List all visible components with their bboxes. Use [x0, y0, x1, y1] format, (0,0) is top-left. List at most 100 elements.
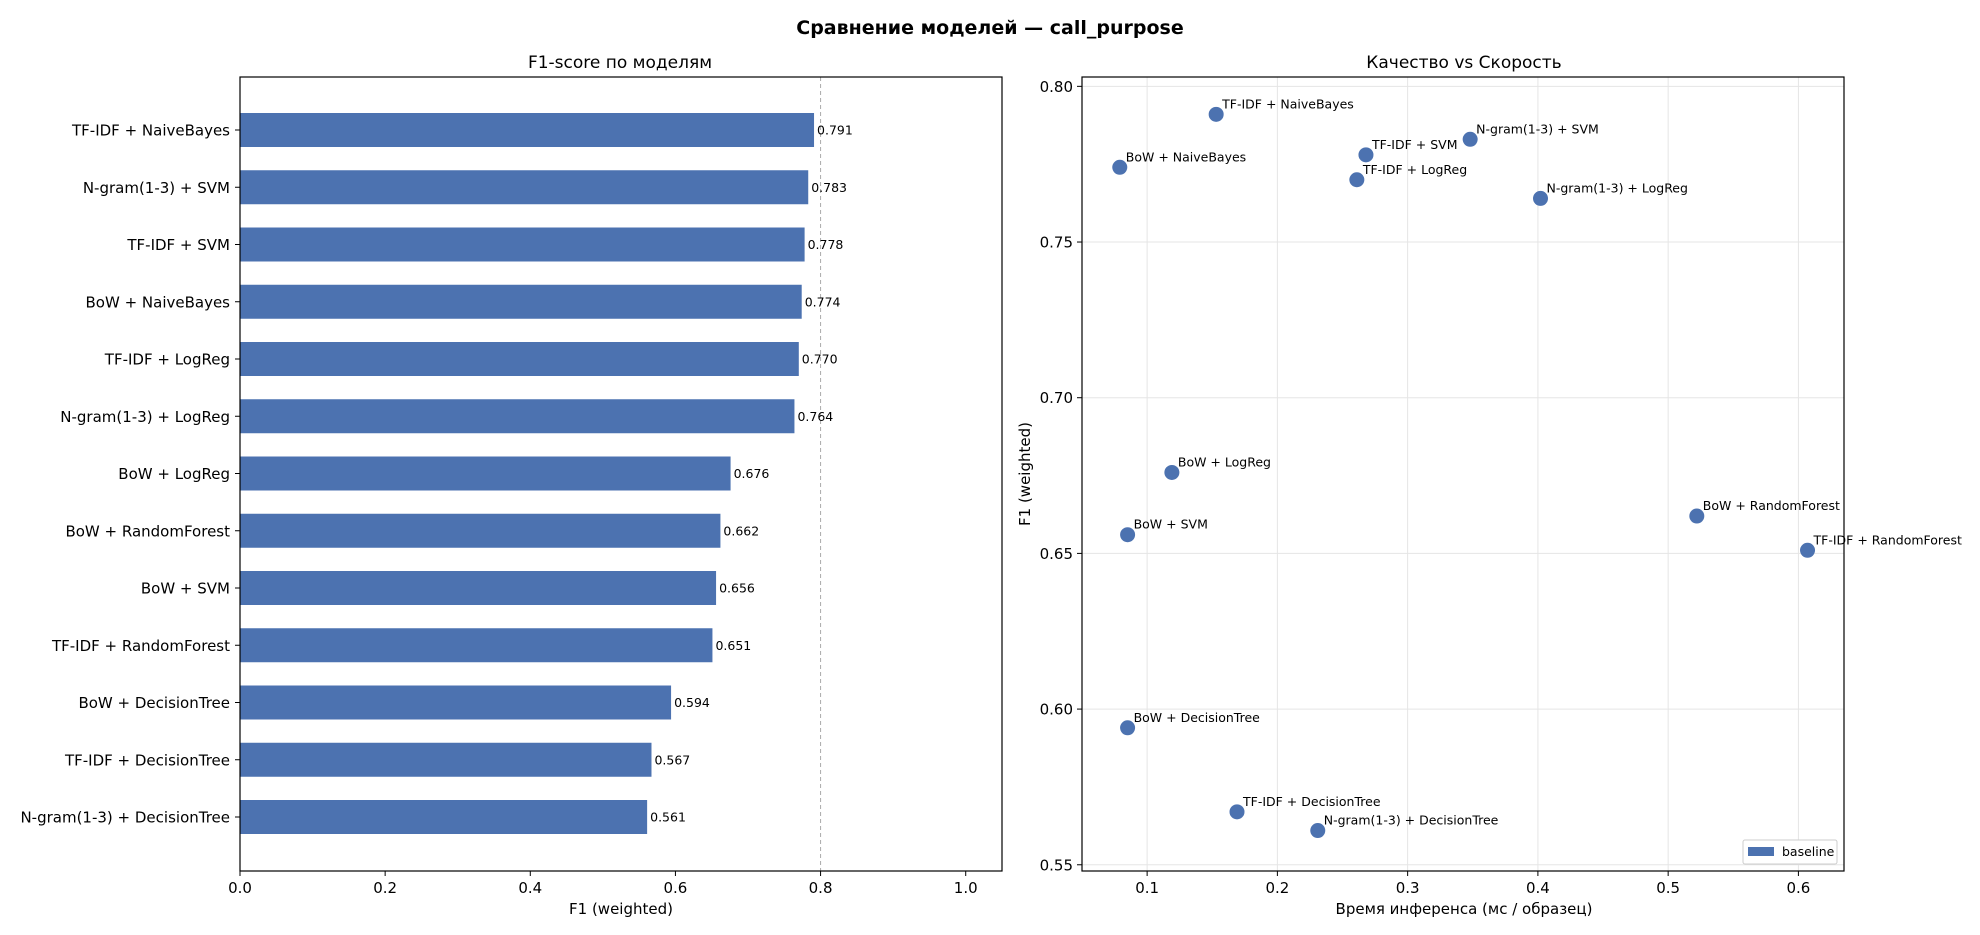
- y-tick-label: BoW + NaiveBayes: [86, 293, 231, 311]
- x-tick-label: 0.4: [518, 879, 542, 897]
- bar-bow-svm: [240, 571, 717, 605]
- y-tick-label: N-gram(1-3) + DecisionTree: [20, 809, 230, 827]
- bar-n-gram-1-3-decisiontree: [240, 800, 648, 834]
- y-tick-label: 0.60: [1040, 701, 1073, 719]
- x-tick-label: 0.1: [1135, 879, 1159, 897]
- bar-value-label: 0.764: [797, 409, 833, 424]
- point-label: BoW + DecisionTree: [1134, 710, 1261, 725]
- point-label: TF-IDF + DecisionTree: [1242, 794, 1381, 809]
- point-label: N-gram(1-3) + LogReg: [1547, 180, 1688, 195]
- bar-value-label: 0.651: [715, 638, 751, 653]
- bar-chart-xlabel: F1 (weighted): [569, 900, 673, 918]
- bar-tf-idf-naivebayes: [240, 113, 815, 147]
- point-tf-idf-naivebayes: [1208, 106, 1224, 122]
- point-n-gram-1-3-decisiontree: [1310, 823, 1326, 839]
- y-tick-label: 0.70: [1040, 389, 1073, 407]
- y-tick-label: BoW + RandomForest: [65, 522, 230, 540]
- bar-value-label: 0.662: [723, 523, 759, 538]
- bar-chart-panel: F1-score по моделям 0.791 TF-IDF + NaiveB…: [20, 53, 1003, 918]
- y-tick-label: BoW + LogReg: [118, 465, 230, 483]
- y-tick-label: BoW + DecisionTree: [78, 694, 230, 712]
- y-tick-label: N-gram(1-3) + LogReg: [60, 408, 230, 426]
- y-tick-label: 0.80: [1040, 78, 1073, 96]
- bar-bow-naivebayes: [240, 284, 802, 319]
- point-label: TF-IDF + LogReg: [1362, 162, 1467, 177]
- bar-chart-plot-area: 0.791 TF-IDF + NaiveBayes 0.783 N-gram(1-3)…: [20, 77, 978, 897]
- scatter-chart-panel: Качество vs Скорость 0.1 0.2 0.3 0.4 0.5 0.60…: [1016, 53, 1962, 918]
- point-tf-idf-randomforest: [1800, 542, 1816, 558]
- bar-value-label: 0.783: [811, 180, 847, 195]
- x-tick-label: 0.2: [373, 879, 397, 897]
- x-tick-label: 0.8: [809, 879, 833, 897]
- scatter-chart-frame: [1081, 76, 1845, 872]
- bar-bow-decisiontree: [240, 685, 672, 720]
- y-tick-label: TF-IDF + LogReg: [104, 351, 230, 369]
- point-bow-randomforest: [1689, 508, 1705, 524]
- x-tick-label: 0.4: [1526, 879, 1550, 897]
- bar-value-label: 0.791: [817, 123, 853, 138]
- point-label: BoW + LogReg: [1178, 454, 1271, 469]
- bar-value-label: 0.774: [805, 294, 841, 309]
- x-tick-label: 0.3: [1396, 879, 1420, 897]
- bar-chart-frame: [239, 76, 1003, 872]
- y-tick-label: TF-IDF + DecisionTree: [64, 751, 230, 769]
- scatter-chart-title: Качество vs Скорость: [1366, 53, 1561, 73]
- point-tf-idf-decisiontree: [1229, 804, 1245, 820]
- y-tick-label: TF-IDF + NaiveBayes: [71, 122, 230, 140]
- point-bow-decisiontree: [1120, 720, 1136, 736]
- bar-tf-idf-svm: [240, 227, 805, 262]
- point-label: TF-IDF + SVM: [1371, 137, 1458, 152]
- scatter-chart-plot-area: 0.1 0.2 0.3 0.4 0.5 0.6 0.55 0.60 0.65 0.70 0.75 0.…: [1040, 77, 1962, 897]
- scatter-chart-xlabel: Время инференса (мс / образец): [1336, 900, 1593, 918]
- x-tick-label: 0.0: [228, 879, 252, 897]
- point-n-gram-1-3-logreg: [1533, 190, 1549, 206]
- y-tick-label: TF-IDF + RandomForest: [51, 637, 230, 655]
- bar-tf-idf-logreg: [240, 342, 799, 376]
- bar-n-gram-1-3-logreg: [240, 399, 795, 434]
- bar-chart-title: F1-score по моделям: [528, 53, 712, 73]
- y-tick-label: BoW + SVM: [141, 580, 230, 598]
- bar-value-label: 0.778: [808, 237, 844, 252]
- legend-box: [1742, 839, 1838, 865]
- x-tick-label: 0.2: [1265, 879, 1289, 897]
- x-tick-label: 0.6: [1786, 879, 1810, 897]
- point-label: BoW + SVM: [1134, 517, 1208, 532]
- bar-n-gram-1-3-svm: [240, 170, 809, 205]
- point-bow-naivebayes: [1112, 159, 1128, 175]
- point-tf-idf-logreg: [1349, 172, 1365, 188]
- point-label: TF-IDF + NaiveBayes: [1221, 96, 1354, 111]
- scatter-legend: baseline: [1742, 839, 1838, 865]
- bar-bow-logreg: [240, 456, 731, 491]
- y-tick-label: 0.65: [1040, 545, 1073, 563]
- legend-swatch: [1748, 847, 1774, 856]
- bar-value-label: 0.594: [674, 695, 710, 710]
- bar-value-label: 0.770: [802, 352, 838, 367]
- bar-value-label: 0.567: [654, 752, 690, 767]
- point-bow-logreg: [1164, 464, 1180, 480]
- y-tick-label: N-gram(1-3) + SVM: [83, 179, 230, 197]
- point-bow-svm: [1120, 527, 1136, 543]
- point-label: BoW + NaiveBayes: [1126, 149, 1246, 164]
- legend-label: baseline: [1782, 844, 1835, 859]
- y-tick-label: 0.75: [1040, 234, 1073, 252]
- point-label: BoW + RandomForest: [1703, 498, 1840, 513]
- point-label: N-gram(1-3) + SVM: [1476, 121, 1599, 136]
- bar-tf-idf-randomforest: [240, 628, 713, 663]
- scatter-chart-ylabel: F1 (weighted): [1016, 422, 1034, 526]
- figure-title: Сравнение моделей — call_purpose: [796, 17, 1183, 39]
- x-tick-label: 1.0: [954, 879, 978, 897]
- bar-value-label: 0.561: [650, 810, 686, 825]
- y-tick-label: TF-IDF + SVM: [126, 236, 230, 254]
- x-tick-label: 0.6: [663, 879, 687, 897]
- point-label: N-gram(1-3) + DecisionTree: [1324, 813, 1499, 828]
- point-label: TF-IDF + RandomForest: [1813, 532, 1962, 547]
- bar-value-label: 0.676: [734, 466, 770, 481]
- y-tick-label: 0.55: [1040, 856, 1073, 874]
- bar-tf-idf-decisiontree: [240, 742, 652, 777]
- x-tick-label: 0.5: [1656, 879, 1680, 897]
- bar-value-label: 0.656: [719, 581, 755, 596]
- bar-bow-randomforest: [240, 513, 721, 548]
- point-n-gram-1-3-svm: [1462, 131, 1478, 147]
- point-tf-idf-svm: [1358, 147, 1374, 163]
